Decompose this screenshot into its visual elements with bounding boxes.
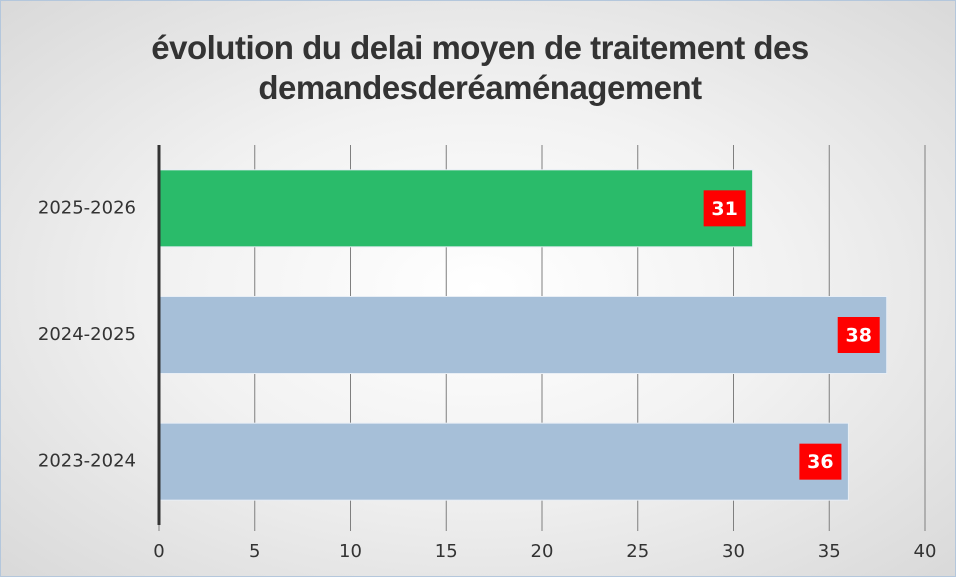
value-label-box <box>837 317 880 353</box>
x-tick-label: 35 <box>818 541 841 562</box>
bar <box>158 422 849 501</box>
value-label: 31 <box>711 198 737 220</box>
bar <box>158 296 888 374</box>
x-tick-label: 5 <box>249 541 260 562</box>
value-label: 36 <box>807 451 833 473</box>
x-tick-label: 40 <box>914 541 937 562</box>
x-tick-label: 0 <box>153 541 164 562</box>
value-label-box <box>799 443 842 480</box>
x-tick-label: 15 <box>435 541 458 562</box>
value-label-box <box>703 190 746 227</box>
bar <box>158 169 754 248</box>
y-tick-label: 2025-2026 <box>38 197 136 218</box>
x-tick-label: 30 <box>722 541 745 562</box>
y-tick-label: 2023-2024 <box>38 451 136 472</box>
x-tick-label: 20 <box>531 541 554 562</box>
x-tick-label: 25 <box>626 541 649 562</box>
chart-title: évolution du delai moyen de traitement d… <box>151 29 809 106</box>
value-label: 38 <box>845 325 871 347</box>
y-tick-label: 2024-2025 <box>38 324 136 345</box>
x-tick-label: 10 <box>339 541 362 562</box>
